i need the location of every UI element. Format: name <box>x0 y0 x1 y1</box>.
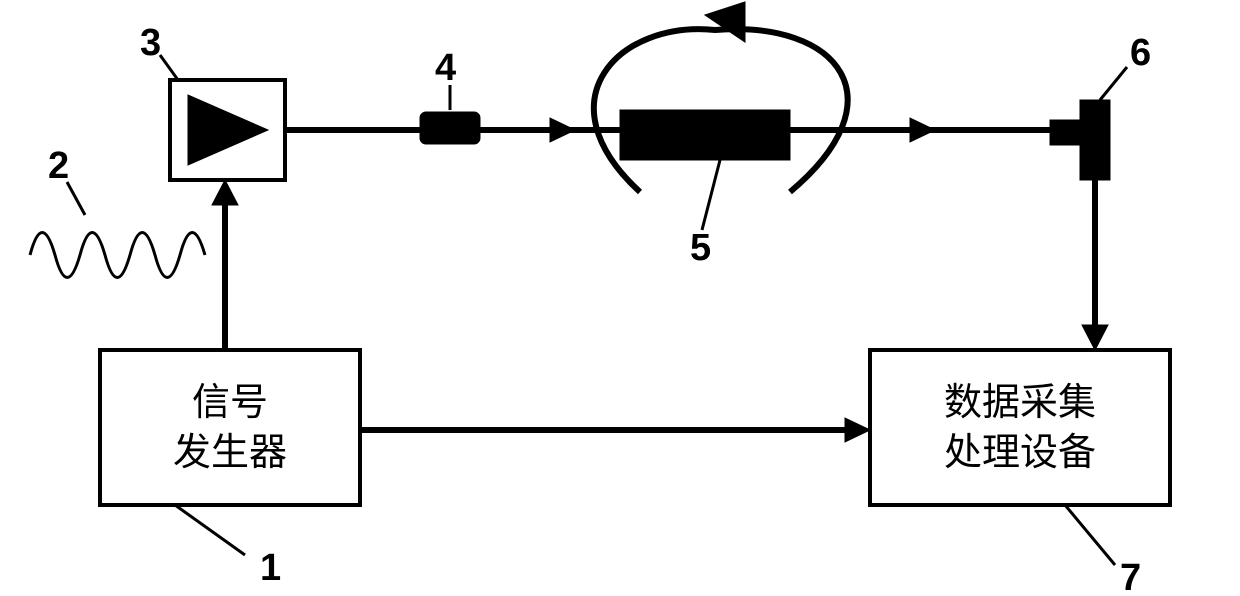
detector-bar <box>1080 100 1110 180</box>
isolator-rect <box>420 112 480 144</box>
coupler-rect <box>620 110 790 160</box>
label-7: 7 <box>1120 557 1141 596</box>
label-1: 1 <box>260 547 281 589</box>
data-processor-label-line2: 处理设备 <box>944 432 1096 474</box>
detector-stub <box>1050 120 1080 145</box>
conn-det-to-proc-arrow-icon <box>1082 325 1108 350</box>
data-processor-box <box>870 350 1170 505</box>
conn-iso-to-coupler-arrow-icon <box>550 118 575 142</box>
conn-gen-to-amp-arrow-icon <box>212 180 238 205</box>
label-2: 2 <box>48 145 69 187</box>
label-6: 6 <box>1130 32 1151 74</box>
sine-wave-icon <box>30 233 205 278</box>
leader-3 <box>160 55 178 80</box>
loop-arrow-icon <box>705 2 745 42</box>
label-3: 3 <box>140 22 161 64</box>
leader-6 <box>1100 67 1127 100</box>
signal-generator-label-line1: 信号 <box>192 382 268 424</box>
leader-2 <box>67 182 85 215</box>
leader-7 <box>1065 505 1115 565</box>
label-4: 4 <box>435 47 456 89</box>
conn-coupler-to-det-arrow-icon <box>910 118 935 142</box>
leader-5 <box>702 160 720 230</box>
conn-gen-to-proc-arrow-icon <box>845 418 870 442</box>
leader-1 <box>175 505 245 555</box>
data-processor-label-line1: 数据采集 <box>944 382 1096 424</box>
signal-generator-box <box>100 350 360 505</box>
diagram-canvas: 信号 发生器 数据采集 处理设备 1 2 3 4 5 6 7 <box>0 0 1240 596</box>
label-5: 5 <box>690 227 711 269</box>
signal-generator-label-line2: 发生器 <box>173 432 287 474</box>
